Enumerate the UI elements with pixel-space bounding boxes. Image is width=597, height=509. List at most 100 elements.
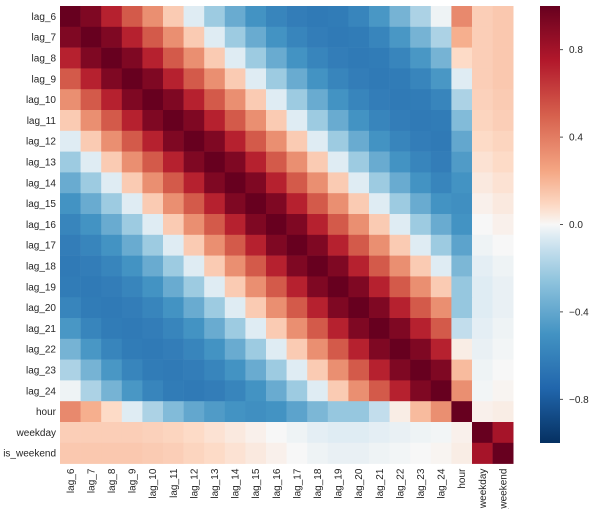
heatmap-cell — [60, 47, 81, 69]
heatmap-cell — [430, 359, 452, 381]
heatmap-cell — [60, 110, 81, 132]
heatmap-cell — [224, 401, 246, 423]
x-tick-label: lag_19 — [334, 468, 345, 498]
heatmap-cell — [410, 151, 432, 173]
heatmap-cell — [451, 276, 473, 298]
heatmap-cell — [163, 318, 184, 340]
heatmap-cell — [492, 172, 514, 194]
heatmap-cell — [348, 68, 370, 90]
heatmap-cell — [389, 234, 411, 256]
heatmap-cell — [430, 214, 452, 236]
heatmap-cell — [451, 68, 473, 90]
x-tick-label: hour — [457, 468, 468, 489]
heatmap-cell — [101, 68, 123, 90]
heatmap-cell — [472, 318, 493, 340]
heatmap-cell — [369, 47, 390, 69]
heatmap-cell — [286, 338, 308, 360]
heatmap-cell — [101, 380, 123, 402]
heatmap-cell — [80, 47, 102, 69]
heatmap-cell — [183, 276, 205, 298]
heatmap-cell — [204, 297, 226, 319]
heatmap-cell — [245, 110, 267, 132]
heatmap-cell — [472, 297, 493, 319]
heatmap-cell — [163, 297, 184, 319]
heatmap-cell — [492, 318, 514, 340]
heatmap-cell — [348, 130, 370, 152]
heatmap-cell — [101, 234, 123, 256]
heatmap-cell — [307, 151, 329, 173]
heatmap-cell — [410, 6, 432, 28]
x-tick-label: lag_6 — [66, 468, 77, 493]
heatmap-cell — [348, 234, 370, 256]
heatmap-cell — [266, 193, 287, 215]
heatmap-cell — [80, 359, 102, 381]
heatmap-cell — [327, 422, 349, 444]
heatmap-cell — [204, 110, 226, 132]
heatmap-cell — [245, 401, 267, 423]
heatmap-cell — [245, 172, 267, 194]
y-tick-label: lag_8 — [32, 54, 57, 65]
heatmap-cell — [245, 442, 267, 464]
heatmap-cell — [204, 26, 226, 48]
heatmap-cell — [101, 359, 123, 381]
heatmap-cell — [183, 89, 205, 111]
heatmap-cell — [204, 359, 226, 381]
heatmap-cell — [410, 255, 432, 277]
heatmap-cell — [430, 297, 452, 319]
heatmap-cell — [286, 380, 308, 402]
heatmap-cell — [266, 401, 287, 423]
heatmap-cell — [327, 318, 349, 340]
heatmap-cell — [492, 401, 514, 423]
heatmap-cell — [410, 193, 432, 215]
heatmap-cell — [183, 359, 205, 381]
y-tick-label: lag_22 — [26, 345, 56, 356]
heatmap-cell — [60, 151, 81, 173]
heatmap-cell — [245, 422, 267, 444]
heatmap-cell — [245, 47, 267, 69]
heatmap-cell — [369, 359, 390, 381]
heatmap-cell — [472, 214, 493, 236]
heatmap-cell — [183, 422, 205, 444]
heatmap-cell — [389, 318, 411, 340]
heatmap-cell — [80, 214, 102, 236]
heatmap-cell — [430, 68, 452, 90]
colorbar — [540, 6, 560, 443]
heatmap-cell — [430, 193, 452, 215]
heatmap-cell — [389, 89, 411, 111]
heatmap-cell — [307, 234, 329, 256]
heatmap-cell — [327, 338, 349, 360]
heatmap-cell — [286, 151, 308, 173]
heatmap-cell — [163, 6, 184, 28]
heatmap-cell — [472, 6, 493, 28]
colorbar-tick-label: −0.4 — [569, 307, 589, 318]
heatmap-cell — [451, 110, 473, 132]
heatmap-cell — [142, 89, 164, 111]
heatmap-cells — [60, 6, 514, 464]
heatmap-cell — [266, 89, 287, 111]
heatmap-cell — [80, 234, 102, 256]
heatmap-cell — [80, 89, 102, 111]
heatmap-cell — [266, 380, 287, 402]
heatmap-cell — [286, 130, 308, 152]
colorbar-tick-label: −0.8 — [569, 395, 589, 406]
heatmap-cell — [245, 359, 267, 381]
heatmap-cell — [286, 234, 308, 256]
y-tick-label: lag_23 — [26, 366, 56, 377]
heatmap-cell — [163, 338, 184, 360]
y-tick-label: weekday — [16, 428, 56, 439]
heatmap-cell — [142, 401, 164, 423]
heatmap-cell — [389, 442, 411, 464]
heatmap-cell — [224, 338, 246, 360]
heatmap-cell — [121, 26, 143, 48]
heatmap-cell — [472, 172, 493, 194]
x-tick-label: lag_21 — [375, 468, 386, 498]
heatmap-cell — [286, 442, 308, 464]
heatmap-cell — [369, 422, 390, 444]
heatmap-cell — [410, 318, 432, 340]
heatmap-cell — [286, 6, 308, 28]
heatmap-cell — [60, 422, 81, 444]
heatmap-cell — [286, 359, 308, 381]
heatmap-cell — [245, 276, 267, 298]
heatmap-cell — [80, 26, 102, 48]
heatmap-cell — [492, 151, 514, 173]
